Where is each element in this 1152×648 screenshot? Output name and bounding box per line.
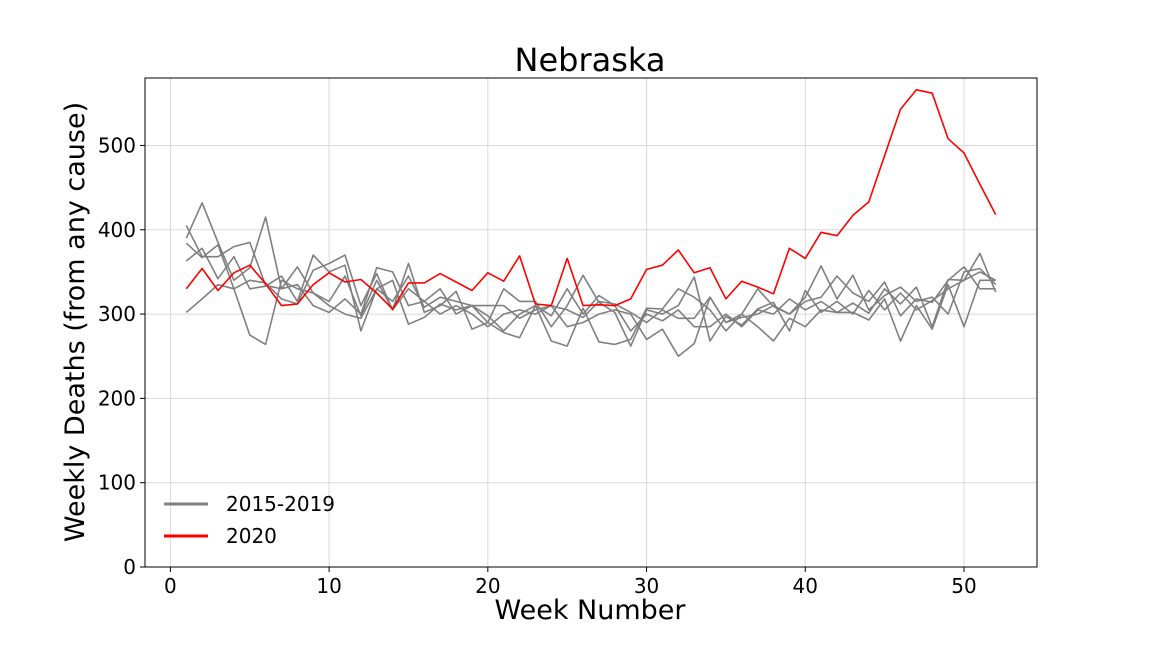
x-tick-label: 10 (316, 574, 341, 598)
x-tick-label: 30 (634, 574, 659, 598)
y-tick-label: 500 (98, 133, 136, 157)
x-tick-label: 50 (951, 574, 976, 598)
y-tick-label: 200 (98, 386, 136, 410)
x-tick-label: 40 (793, 574, 818, 598)
plot-frame (144, 77, 1038, 568)
series-line-2015-2019-4 (185, 252, 997, 347)
y-tick-label: 0 (123, 555, 136, 579)
x-axis-title: Week Number (494, 595, 686, 626)
series-line-2015-2019-2 (185, 247, 997, 332)
y-tick-label: 100 (98, 471, 136, 495)
x-tick-label: 20 (475, 574, 500, 598)
legend: 2015-2019 2020 (164, 492, 335, 548)
series-line-2015-2019-3 (185, 242, 996, 347)
x-tick-label: 0 (164, 574, 177, 598)
y-tick-label: 300 (98, 302, 136, 326)
y-axis-title: Weekly Deaths (from any cause) (60, 102, 91, 542)
series-line-2020-5 (185, 89, 997, 310)
y-tick-label: 400 (98, 218, 136, 242)
series-lines (185, 89, 997, 358)
chart-title: Nebraska (515, 41, 666, 79)
series-line-2015-2019-0 (185, 225, 996, 358)
legend-label-2020: 2020 (226, 524, 277, 548)
legend-label-2015-2019: 2015-2019 (226, 492, 335, 516)
